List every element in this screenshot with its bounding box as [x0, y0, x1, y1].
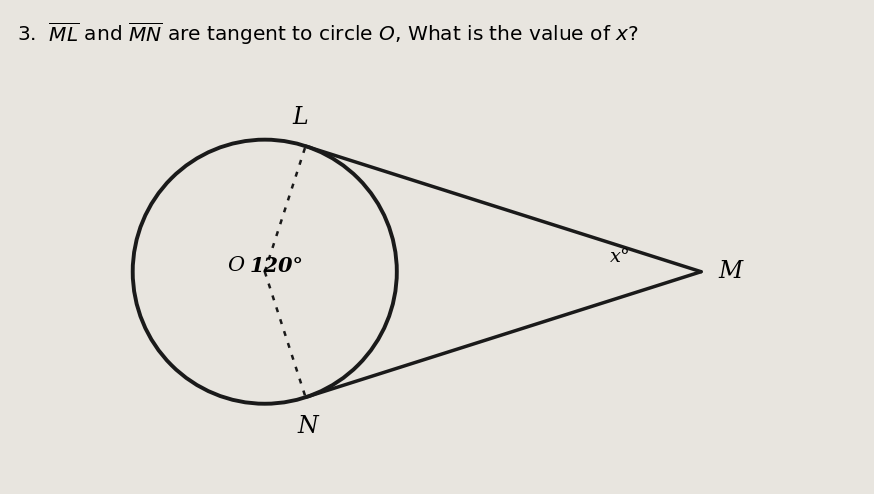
Text: O: O	[227, 256, 244, 276]
Text: N: N	[297, 414, 318, 438]
Text: x°: x°	[610, 248, 631, 266]
Text: L: L	[292, 106, 308, 129]
Text: 3.  $\overline{ML}$ and $\overline{MN}$ are tangent to circle $O$, What is the v: 3. $\overline{ML}$ and $\overline{MN}$ a…	[17, 20, 639, 47]
Text: 120°: 120°	[250, 256, 304, 276]
Text: M: M	[718, 260, 743, 283]
